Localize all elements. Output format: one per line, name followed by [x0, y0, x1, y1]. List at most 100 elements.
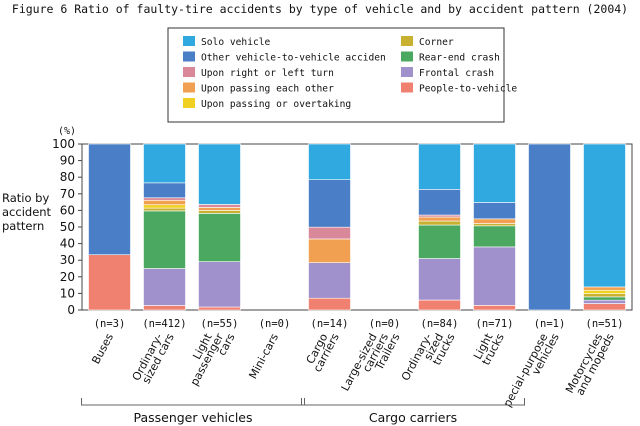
bar-segment-people-to-vehicle	[418, 299, 461, 311]
bar-segment-solo-vehicle	[143, 143, 186, 184]
bar-segment-rear-end-crash	[473, 225, 516, 248]
y-tick-label: 60	[60, 203, 75, 217]
bar-segment-upon-passing-each-other	[308, 238, 351, 263]
category-count: (n=55)	[201, 318, 239, 330]
bar-segment-solo-vehicle	[473, 143, 516, 203]
y-tick-label: 80	[60, 170, 75, 184]
legend-swatch-upon-passing-each-other	[183, 82, 195, 93]
y-tick-label: 70	[60, 187, 75, 201]
y-tick-label: 10	[60, 286, 75, 300]
y-axis-label: Ratio by accident pattern	[2, 191, 52, 233]
category-label: Buses	[89, 331, 116, 366]
bar-segment-rear-end-crash	[198, 213, 241, 262]
bar-segment-upon-passing-each-other	[473, 218, 516, 224]
legend-swatch-upon-right-or-left-turn	[183, 67, 195, 77]
legend-swatch-rear-end-crash	[401, 51, 413, 62]
group-bracket	[301, 398, 525, 406]
bar-segment-frontal-crash	[473, 246, 516, 306]
bar-segment-upon-passing-each-other	[198, 207, 241, 211]
bar-segment-people-to-vehicle	[308, 297, 351, 311]
bar-segment-upon-right-or-left-turn	[308, 226, 351, 240]
legend-label-rear-end-crash: Rear-end crash	[419, 53, 500, 64]
bar-segment-corner	[143, 207, 186, 212]
category-label: Mini-cars	[246, 331, 281, 381]
bar-segment-other-vehicle-to-vehicle-acciden	[418, 189, 461, 216]
plot-area: 0 10 20 30 40 50 60 70 80 90 100	[52, 137, 633, 317]
bar-segment-people-to-vehicle	[473, 305, 516, 311]
y-axis-label-line-1: Ratio by	[2, 191, 49, 205]
legend-swatch-corner	[401, 36, 413, 46]
bar-segment-solo-vehicle	[308, 143, 351, 180]
bar-segment-frontal-crash	[198, 261, 241, 308]
legend-label-solo-vehicle: Solo vehicle	[201, 37, 271, 48]
bar-segment-corner	[198, 210, 241, 214]
bar-segment-other-vehicle-to-vehicle-acciden	[88, 143, 131, 256]
legend-label-frontal-crash: Frontal crash	[419, 68, 494, 79]
bar-segment-people-to-vehicle	[583, 303, 626, 311]
bar-segment-upon-passing-or-overtaking	[143, 204, 186, 209]
y-tick-label: 20	[60, 270, 75, 284]
category-count: (n=0)	[369, 318, 401, 330]
category-count: (n=412)	[142, 318, 186, 330]
category-count: (n=84)	[421, 318, 459, 330]
legend-swatch-other-vehicle-to-vehicle-acciden	[183, 51, 195, 62]
bar-segment-corner	[473, 223, 516, 227]
bar-segment-rear-end-crash	[143, 210, 186, 269]
y-tick-label: 0	[67, 303, 75, 317]
y-tick-label: 100	[52, 137, 75, 151]
bar-segment-frontal-crash	[143, 268, 186, 306]
category-count: (n=71)	[476, 318, 514, 330]
legend-box	[167, 27, 505, 123]
bar-segment-frontal-crash	[583, 299, 626, 304]
bar-segment-solo-vehicle	[418, 143, 461, 190]
bar-segment-solo-vehicle	[198, 143, 241, 205]
legend-swatch-upon-passing-or-overtaking	[183, 98, 195, 108]
bar-segment-solo-vehicle	[583, 143, 626, 288]
category-count: (n=0)	[259, 318, 291, 330]
bar-segment-rear-end-crash	[583, 296, 626, 301]
legend-swatch-solo-vehicle	[183, 36, 195, 46]
bar-segment-people-to-vehicle	[88, 254, 131, 311]
bar-segment-upon-passing-each-other	[143, 199, 186, 206]
x-axis-labels: (n=3) (n=412) (n=55) (n=0) (n=14) (n=0) (n=84)…	[89, 318, 623, 409]
group-bracket	[81, 398, 305, 406]
legend-swatch-frontal-crash	[401, 67, 413, 77]
bar-segment-upon-passing-or-overtaking	[583, 289, 626, 294]
bar-segment-frontal-crash	[308, 262, 351, 299]
category-count: (n=14)	[311, 318, 349, 330]
bar-segment-people-to-vehicle	[143, 305, 186, 311]
legend-swatch-people-to-vehicle	[401, 82, 413, 93]
category-groups: Passenger vehicles Cargo carriers	[81, 398, 525, 425]
bar-segment-other-vehicle-to-vehicle-acciden	[473, 202, 516, 220]
legend-label-corner: Corner	[419, 37, 454, 48]
bar-segment-upon-passing-each-other	[583, 286, 626, 291]
y-axis-label-line-3: pattern	[2, 219, 44, 233]
bar-segment-corner	[418, 220, 461, 226]
bar-segment-other-vehicle-to-vehicle-acciden	[308, 179, 351, 228]
category-count: (n=3)	[94, 318, 126, 330]
bar-segment-other-vehicle-to-vehicle-acciden	[143, 182, 186, 199]
legend-label-upon-right-or-left-turn: Upon right or left turn	[201, 68, 334, 79]
bar-segment-rear-end-crash	[418, 224, 461, 259]
category-count: (n=1)	[534, 318, 566, 330]
y-axis-unit: (%)	[58, 126, 76, 137]
bar-segment-upon-passing-each-other	[418, 216, 461, 222]
group-label: Cargo carriers	[369, 410, 457, 425]
bar-segment-corner	[583, 293, 626, 298]
y-axis-label-line-2: accident	[2, 205, 52, 219]
group-label: Passenger vehicles	[133, 410, 252, 425]
bar-segment-frontal-crash	[418, 258, 461, 301]
bar-segment-upon-right-or-left-turn	[198, 204, 241, 208]
legend-label-other-vehicle-to-vehicle-acciden: Other vehicle-to-vehicle acciden	[201, 53, 386, 64]
bar-segment-people-to-vehicle	[198, 306, 241, 311]
bar-segment-other-vehicle-to-vehicle-acciden	[528, 143, 571, 311]
y-tick-label: 90	[60, 154, 75, 168]
legend: Solo vehicle Other vehicle-to-vehicle acc…	[167, 27, 517, 123]
y-tick-label: 40	[60, 237, 75, 251]
y-tick-label: 50	[60, 220, 75, 234]
legend-label-people-to-vehicle: People-to-vehicle	[419, 84, 517, 95]
bar-segment-upon-right-or-left-turn	[143, 197, 186, 201]
category-count: (n=51)	[586, 318, 624, 330]
y-tick-label: 30	[60, 253, 75, 267]
